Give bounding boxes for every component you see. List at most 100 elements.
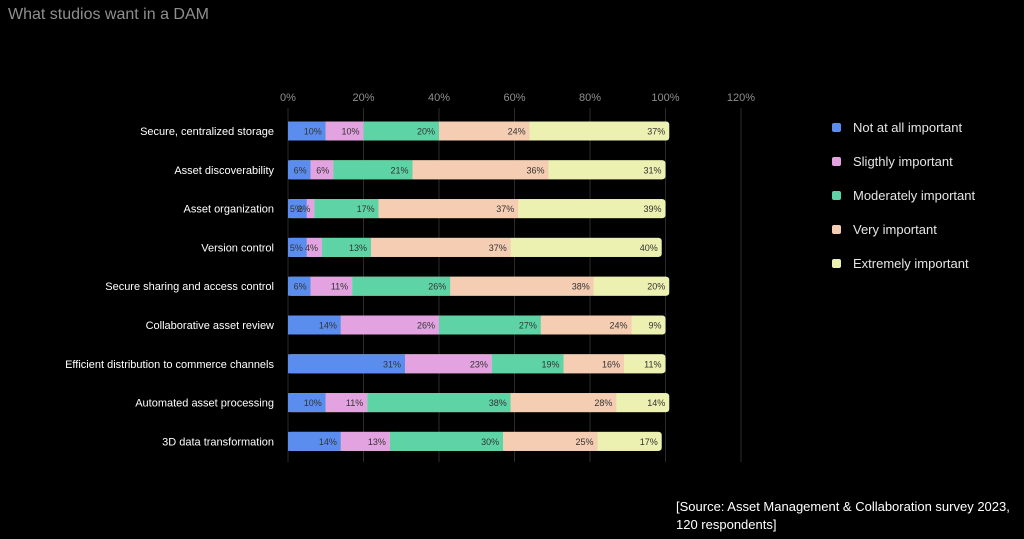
data-label: 37% — [647, 127, 665, 137]
bars: 10% 10% 20% 24% 37%6% 6% 21% 36% 31%5%2% 17% 37% 39… — [288, 121, 670, 451]
bar-row: 5% 4% 13% 37% 40% — [288, 237, 662, 257]
data-label: 24% — [508, 127, 526, 137]
legend-swatch — [832, 224, 841, 234]
data-label: 38% — [572, 282, 590, 292]
category-label: Secure, centralized storage — [140, 126, 274, 138]
legend-item: Moderately important — [832, 178, 975, 212]
bar-segment — [439, 121, 530, 141]
data-label: 14% — [647, 398, 665, 408]
bar-segment — [548, 160, 663, 180]
data-label: 6% — [316, 165, 329, 175]
data-label: 28% — [594, 398, 612, 408]
data-label: 5% — [290, 243, 303, 253]
data-label: 31% — [383, 359, 401, 369]
bar-row: 6% 11% 26% 38% 20% — [288, 276, 670, 296]
data-label: 6% — [294, 165, 307, 175]
bar-row: 10% 10% 20% 24% 37% — [288, 121, 670, 141]
data-label: 10% — [304, 398, 322, 408]
bar-segment — [288, 237, 307, 257]
legend-item: Not at all important — [832, 110, 975, 144]
bar-segment — [333, 160, 413, 180]
legend-label: Sligthly important — [853, 153, 953, 169]
data-label: 2% — [297, 204, 310, 214]
data-label: 9% — [648, 321, 661, 331]
data-label: 24% — [610, 321, 628, 331]
data-label: 5% — [290, 204, 303, 214]
bar-segment — [310, 160, 334, 180]
legend-item: Very important — [832, 212, 975, 246]
bar-segment — [288, 160, 311, 180]
legend-label: Extremely important — [853, 255, 969, 271]
data-label: 37% — [489, 243, 507, 253]
bar-segment — [378, 199, 519, 219]
bar-segment — [325, 393, 368, 413]
bar-row: 31% 23% 19% 16% 11% — [288, 354, 666, 374]
page-title: What studios want in a DAM — [8, 6, 209, 23]
data-label: 40% — [640, 243, 658, 253]
bar-segment — [405, 354, 492, 374]
bar-segment — [288, 199, 307, 219]
bar-segment — [288, 354, 406, 374]
bar-segment — [540, 315, 632, 335]
legend-swatch — [832, 190, 841, 200]
bar-segment — [563, 354, 624, 374]
x-tick-label: 80% — [579, 92, 601, 104]
legend-swatch — [832, 258, 841, 268]
bar-segment — [288, 393, 326, 413]
bar-segment — [439, 315, 541, 335]
bar-row: 14% 13% 30% 25% 17% — [288, 431, 662, 451]
x-tick-label: 120% — [727, 92, 755, 104]
x-tick-label: 0% — [280, 92, 296, 104]
data-label: 27% — [519, 321, 537, 331]
category-label: Version control — [201, 242, 274, 254]
x-tick-label: 40% — [428, 92, 450, 104]
x-axis-ticks: 0% 20% 40% 60% 80% 100% 120% — [280, 92, 755, 104]
bar-segment — [367, 393, 511, 413]
legend-swatch — [832, 156, 841, 166]
data-label: 4% — [305, 243, 318, 253]
x-tick-label: 20% — [352, 92, 374, 104]
data-label: 26% — [428, 282, 446, 292]
data-label: 6% — [294, 282, 307, 292]
bar-segment — [288, 315, 341, 335]
bar-segment — [597, 431, 659, 451]
data-label: 17% — [640, 437, 658, 447]
data-label: 30% — [481, 437, 499, 447]
data-label: 19% — [542, 359, 560, 369]
category-label: Secure sharing and access control — [105, 281, 274, 293]
data-label: 25% — [576, 437, 594, 447]
data-label: 11% — [346, 398, 363, 408]
legend-item: Sligthly important — [832, 144, 975, 178]
bar-segment — [518, 199, 663, 219]
bar-segment — [616, 393, 667, 413]
data-label: 16% — [602, 359, 620, 369]
legend-swatch — [832, 122, 841, 132]
bar-segment — [340, 431, 390, 451]
bar-segment — [288, 431, 341, 451]
x-tick-label: 60% — [503, 92, 525, 104]
data-label: 20% — [647, 282, 665, 292]
bar-segment — [631, 315, 663, 335]
bar-row: 10% 11% 38% 28% 14% — [288, 393, 670, 413]
data-label: 26% — [417, 321, 435, 331]
bar-segment — [321, 237, 372, 257]
category-label: Collaborative asset review — [146, 320, 274, 332]
bar-row: 5%2% 17% 37% 39% — [288, 199, 666, 219]
bar-segment — [325, 121, 364, 141]
bar-segment — [510, 393, 617, 413]
bar-segment — [491, 354, 564, 374]
data-label: 13% — [349, 243, 367, 253]
bar-segment — [288, 276, 311, 296]
category-label: 3D data transformation — [162, 436, 274, 448]
data-label: 17% — [357, 204, 375, 214]
legend-label: Not at all important — [853, 119, 963, 135]
bar-row: 6% 6% 21% 36% 31% — [288, 160, 666, 180]
data-label: 10% — [304, 127, 322, 137]
bar-segment — [314, 199, 379, 219]
legend-label: Very important — [853, 221, 937, 237]
legend: Not at all important Sligthly important Mo… — [832, 110, 975, 280]
category-label: Asset discoverability — [174, 165, 274, 177]
bar-segment — [340, 315, 439, 335]
bar-segment — [371, 237, 511, 257]
